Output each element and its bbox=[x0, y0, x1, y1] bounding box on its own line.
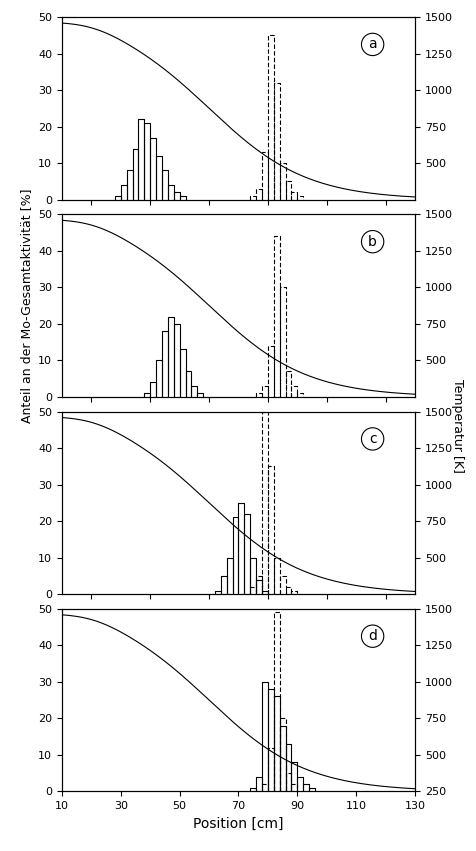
Text: c: c bbox=[368, 432, 376, 446]
Text: Temperatur [K]: Temperatur [K] bbox=[450, 379, 464, 472]
Text: b: b bbox=[367, 235, 377, 248]
Text: d: d bbox=[367, 629, 377, 643]
Text: a: a bbox=[367, 37, 376, 51]
X-axis label: Position [cm]: Position [cm] bbox=[193, 817, 283, 831]
Y-axis label: Anteil an der Mo-Gesamtaktivität [%]: Anteil an der Mo-Gesamtaktivität [%] bbox=[20, 188, 32, 423]
